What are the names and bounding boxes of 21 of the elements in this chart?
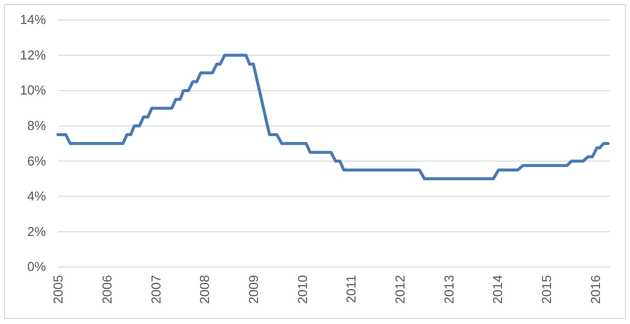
x-tick-label: 2005 bbox=[50, 275, 66, 304]
line-series bbox=[56, 54, 610, 180]
x-tick-label: 2007 bbox=[148, 275, 164, 304]
x-tick-label: 2009 bbox=[246, 275, 261, 304]
y-tick-label: 2% bbox=[27, 224, 46, 239]
x-tick-label: 2016 bbox=[588, 275, 603, 304]
y-tick-label: 6% bbox=[27, 153, 46, 168]
y-tick-label: 14% bbox=[20, 12, 46, 28]
y-tick-label: 4% bbox=[27, 188, 46, 204]
x-tick-label: 2014 bbox=[490, 275, 506, 304]
x-tick-label: 2013 bbox=[441, 275, 456, 304]
x-tick-label: 2012 bbox=[392, 275, 408, 304]
x-tick-label: 2011 bbox=[344, 275, 359, 303]
x-tick-label: 2015 bbox=[539, 275, 554, 304]
x-tick-label: 2008 bbox=[197, 275, 212, 304]
x-tick-label: 2010 bbox=[294, 275, 310, 304]
x-tick-label: 2006 bbox=[99, 275, 114, 304]
y-tick-label: 0% bbox=[27, 259, 46, 274]
y-tick-label: 12% bbox=[20, 47, 46, 62]
y-tick-label: 8% bbox=[27, 118, 46, 134]
y-tick-label: 10% bbox=[20, 82, 46, 98]
